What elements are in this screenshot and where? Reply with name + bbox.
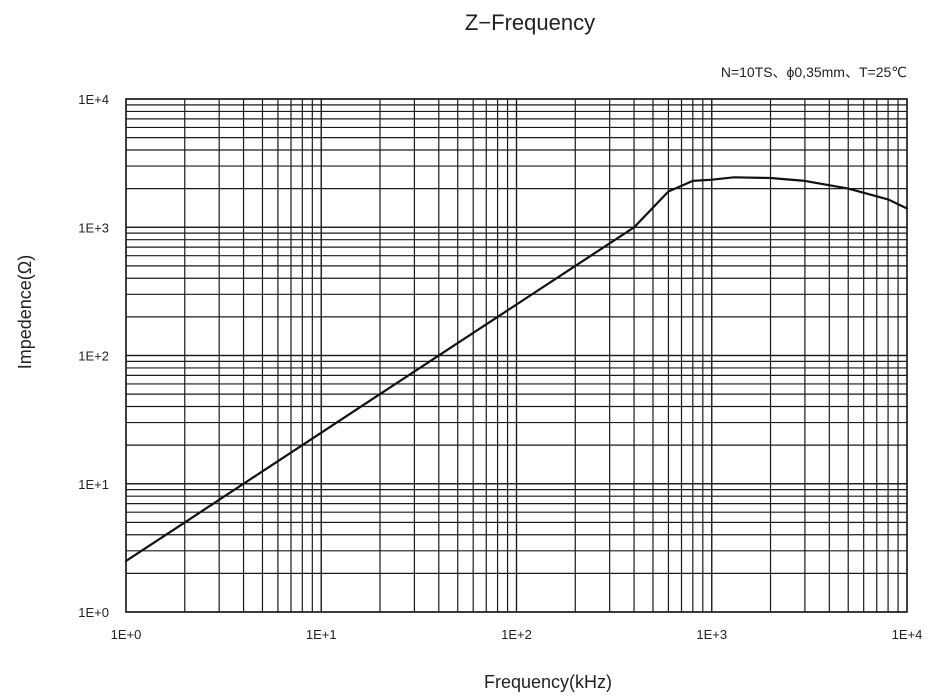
x-tick-label: 1E+4 [892,627,923,642]
x-tick-label: 1E+3 [696,627,727,642]
y-axis-label: Impedence(Ω) [15,255,35,370]
y-tick-label: 1E+0 [78,605,109,620]
plot-grid [126,99,907,612]
chart-title: Z−Frequency [465,10,595,35]
x-axis-label: Frequency(kHz) [484,672,612,692]
tick-labels: 1E+0 1E+1 1E+2 1E+3 1E+4 1E+0 1E+1 1E+2 1E+3 1E+4 [78,92,922,642]
x-tick-label: 1E+0 [111,627,142,642]
x-tick-label: 1E+2 [501,627,532,642]
chart-subtitle: N=10TS、ϕ0,35mm、T=25℃ [721,64,907,80]
x-tick-label: 1E+1 [306,627,337,642]
y-tick-label: 1E+2 [78,349,109,364]
y-tick-label: 1E+4 [78,92,109,107]
y-tick-label: 1E+3 [78,220,109,235]
y-tick-label: 1E+1 [78,477,109,492]
